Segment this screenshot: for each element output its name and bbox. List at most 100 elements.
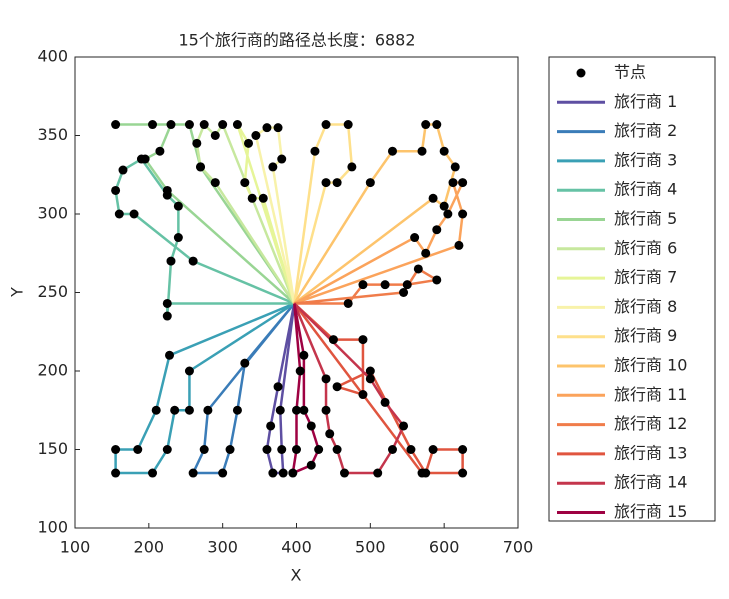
- x-tick-label: 400: [281, 538, 312, 557]
- legend-label: 旅行商 2: [614, 121, 677, 140]
- node: [247, 193, 257, 203]
- node: [358, 280, 368, 290]
- node: [387, 146, 397, 156]
- node: [192, 138, 202, 148]
- node: [162, 311, 172, 321]
- x-tick-label: 100: [60, 538, 91, 557]
- node: [184, 366, 194, 376]
- node: [162, 445, 172, 454]
- node: [314, 445, 324, 454]
- node: [210, 178, 220, 188]
- node: [406, 445, 416, 454]
- legend-label: 旅行商 3: [614, 150, 677, 169]
- node: [387, 445, 397, 454]
- node: [111, 468, 121, 478]
- node: [218, 468, 228, 478]
- node: [402, 280, 412, 290]
- node: [148, 468, 158, 478]
- x-tick-label: 600: [429, 538, 460, 557]
- node: [129, 209, 139, 219]
- node: [458, 445, 468, 454]
- node: [111, 445, 121, 454]
- legend-label: 旅行商 5: [614, 209, 677, 228]
- node: [448, 178, 458, 188]
- node: [196, 162, 206, 172]
- node: [184, 405, 194, 415]
- node: [432, 275, 442, 285]
- node: [151, 405, 161, 415]
- node: [417, 146, 427, 156]
- node: [439, 201, 449, 211]
- node: [428, 445, 438, 454]
- node: [450, 162, 460, 172]
- x-tick-label: 700: [503, 538, 534, 557]
- legend-box: [548, 56, 716, 522]
- node: [275, 405, 285, 415]
- node: [365, 178, 375, 188]
- node: [458, 468, 468, 478]
- node: [358, 390, 368, 400]
- node: [413, 264, 423, 274]
- y-axis-label: Y: [8, 287, 27, 298]
- node: [306, 460, 316, 470]
- node: [428, 193, 438, 203]
- node: [203, 405, 213, 415]
- node: [306, 421, 316, 431]
- node: [295, 366, 305, 376]
- node: [232, 120, 242, 130]
- node: [399, 421, 409, 431]
- route-line: [114, 302, 295, 475]
- node: [365, 374, 375, 384]
- route-line: [293, 181, 464, 305]
- legend-label: 旅行商 8: [614, 297, 677, 316]
- y-tick-label: 300: [37, 204, 68, 223]
- node: [288, 468, 298, 478]
- node: [339, 468, 349, 478]
- node: [343, 298, 353, 308]
- node: [432, 225, 442, 235]
- node: [173, 233, 183, 243]
- node: [432, 120, 442, 130]
- node: [166, 256, 176, 266]
- node: [380, 280, 390, 290]
- node: [268, 468, 278, 478]
- node: [173, 201, 183, 211]
- node: [421, 120, 431, 130]
- legend-label: 旅行商 4: [614, 180, 677, 199]
- node: [218, 120, 228, 130]
- legend-label: 旅行商 9: [614, 326, 677, 345]
- node: [170, 405, 180, 415]
- legend-node-marker: [576, 68, 586, 78]
- x-tick-label: 500: [355, 538, 386, 557]
- node: [299, 350, 309, 360]
- node: [358, 335, 368, 345]
- y-tick-label: 350: [37, 125, 68, 144]
- node: [273, 382, 283, 392]
- node: [258, 193, 268, 203]
- node: [118, 165, 128, 175]
- node: [240, 358, 250, 368]
- node: [188, 468, 198, 478]
- legend-label: 旅行商 11: [614, 385, 687, 404]
- node: [292, 445, 301, 454]
- node: [273, 123, 283, 133]
- node: [332, 382, 342, 392]
- node: [114, 209, 124, 219]
- node: [421, 248, 431, 258]
- node: [321, 374, 331, 384]
- node: [365, 366, 375, 376]
- legend-label: 旅行商 6: [614, 238, 677, 257]
- node: [443, 209, 453, 219]
- legend-label: 旅行商 10: [614, 356, 687, 375]
- node: [299, 405, 309, 415]
- node: [332, 178, 342, 188]
- node: [225, 445, 235, 454]
- y-tick-label: 200: [37, 361, 68, 380]
- node: [111, 120, 121, 130]
- node: [328, 335, 338, 345]
- x-tick-label: 300: [207, 538, 238, 557]
- node: [165, 350, 175, 360]
- node: [188, 256, 198, 266]
- node: [410, 233, 420, 243]
